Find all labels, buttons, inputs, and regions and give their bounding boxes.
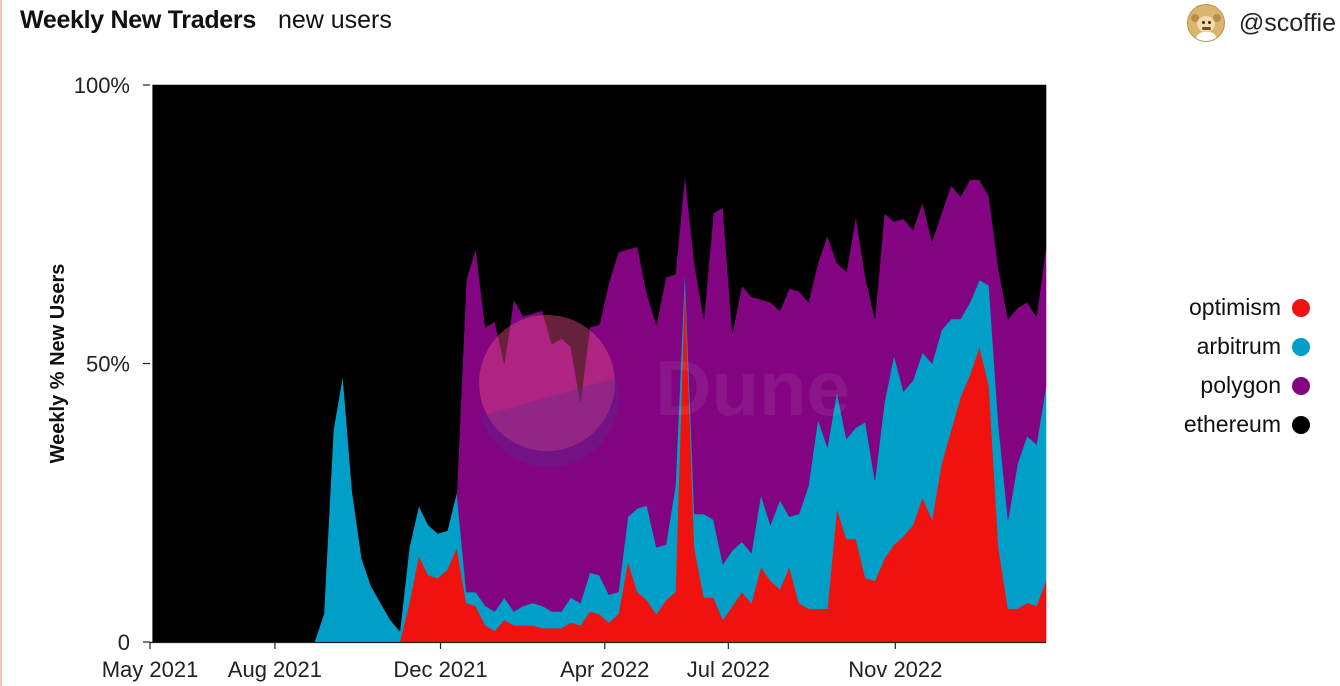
legend-item-ethereum[interactable]: ethereum [1184,405,1310,444]
chart-title: Weekly New Traders [20,6,256,34]
avatar-mouth [1201,27,1211,30]
x-tick-label: Apr 2022 [560,657,649,682]
watermark-logo-segment [481,378,619,468]
y-axis-label: Weekly % New Users [47,264,69,464]
x-tick-label: Aug 2021 [228,657,322,682]
x-tick-label: Dec 2021 [393,657,487,682]
x-tick-label: Jul 2022 [687,657,770,682]
y-tick-label: 0 [118,630,130,655]
x-tick-label: Nov 2022 [848,657,942,682]
legend-label: optimism [1188,294,1281,320]
chart-subtitle: new users [277,6,392,34]
x-tick-label: May 2021 [102,657,199,682]
legend-item-polygon[interactable]: polygon [1184,366,1310,405]
legend-swatch [1292,376,1310,395]
legend-swatch [1292,298,1310,317]
avatar-ear-right [1212,14,1221,22]
plot-area [152,84,1047,643]
legend-item-arbitrum[interactable]: arbitrum [1184,327,1310,366]
avatar-ear-left [1190,14,1199,22]
legend-swatch [1292,337,1310,356]
dune-watermark: Dune [479,315,850,468]
avatar-eye-right [1207,21,1211,24]
y-tick-label: 50% [86,352,130,377]
avatar[interactable] [1186,4,1225,42]
left-border [0,0,2,686]
legend-label: arbitrum [1196,333,1281,359]
avatar-body [1195,32,1217,41]
author-badge[interactable]: @scoffie [1186,4,1336,42]
avatar-eye-left [1201,21,1205,24]
watermark-text: Dune [655,344,850,432]
legend-label: polygon [1200,372,1281,398]
legend-item-optimism[interactable]: optimism [1184,288,1310,327]
author-handle[interactable]: @scoffie [1238,8,1336,37]
chart-header: Weekly New Traders new users [20,6,392,40]
axes: 0 50% 100% May 2021 Aug 2021 Dec 2021 Apr 2022… [47,73,1046,682]
area-ethereum [152,84,1047,643]
y-tick-label: 100% [74,73,130,98]
watermark-logo-circle [479,315,615,451]
legend-swatch [1292,415,1310,434]
legend: optimism arbitrum polygon ethereum [1184,288,1310,444]
legend-label: ethereum [1183,411,1281,437]
